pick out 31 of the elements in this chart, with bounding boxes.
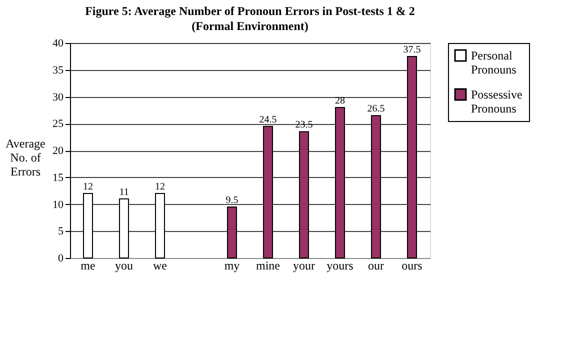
- y-tick-label: 40: [52, 38, 64, 50]
- x-tick-label: we: [153, 258, 167, 272]
- y-tick-label: 10: [52, 198, 64, 211]
- data-label: 11: [119, 186, 129, 198]
- y-tick-label: 5: [58, 226, 64, 238]
- x-tick-label: yours: [326, 258, 354, 272]
- y-tick-label: 30: [52, 91, 64, 104]
- x-tick-label: mine: [256, 258, 280, 272]
- data-label: 28: [335, 96, 345, 106]
- data-label: 26.5: [367, 104, 385, 115]
- chart-title: Figure 5: Average Number of Pronoun Errors in Post-tests 1 & 2: [85, 4, 415, 18]
- y-tick-label: 20: [52, 145, 64, 157]
- x-tick-label: ours: [402, 258, 423, 272]
- y-tick-label: 35: [52, 64, 64, 76]
- x-tick-label: your: [293, 258, 315, 272]
- y-tick-label: 0: [58, 252, 64, 264]
- data-label: 37.5: [403, 44, 421, 56]
- y-axis-title: Average No. of Errors: [6, 136, 46, 178]
- legend-label: Possessive Pronouns: [471, 88, 522, 116]
- x-tick-label: me: [80, 258, 96, 272]
- y-tick-label: 15: [52, 172, 64, 184]
- data-label: 12: [155, 182, 165, 192]
- chart-subtitle: (Formal Environment): [192, 19, 308, 33]
- x-tick-label: my: [224, 258, 240, 272]
- data-label: 9.5: [226, 194, 238, 206]
- legend-label: Personal Pronouns: [471, 48, 517, 76]
- x-tick-label: you: [115, 258, 133, 272]
- x-tick-label: our: [368, 258, 384, 272]
- data-label: 12: [83, 182, 93, 192]
- y-tick-label: 25: [52, 118, 64, 130]
- data-label: 24.5: [259, 114, 277, 126]
